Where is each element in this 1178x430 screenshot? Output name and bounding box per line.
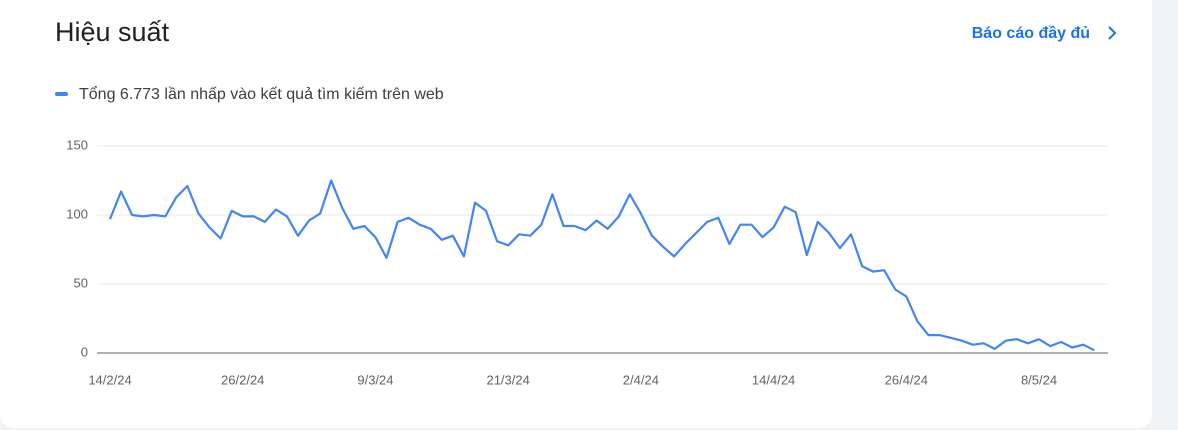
chevron-icon[interactable]	[1108, 26, 1117, 40]
legend-label: Tổng 6.773 lần nhấp vào kết quả tìm kiếm…	[79, 85, 444, 103]
x-tick-label: 14/4/24	[752, 372, 795, 387]
performance-card	[0, 0, 1152, 428]
x-tick-label: 21/3/24	[486, 372, 529, 387]
y-tick-label: 0	[81, 344, 88, 359]
x-tick-label: 2/4/24	[623, 372, 659, 387]
series-line	[108, 179, 1095, 352]
x-tick-label: 9/3/24	[357, 372, 393, 387]
full-report-link[interactable]: Báo cáo đầy đủ	[972, 25, 1090, 42]
card-title: Hiệu suất	[55, 17, 170, 47]
y-tick-label: 50	[74, 275, 88, 290]
x-tick-label: 8/5/24	[1021, 372, 1057, 387]
x-tick-label: 14/2/24	[88, 372, 131, 387]
x-tick-label: 26/2/24	[221, 372, 264, 387]
y-tick-label: 150	[66, 137, 88, 152]
x-tick-label: 26/4/24	[885, 372, 928, 387]
y-tick-label: 100	[66, 206, 88, 221]
